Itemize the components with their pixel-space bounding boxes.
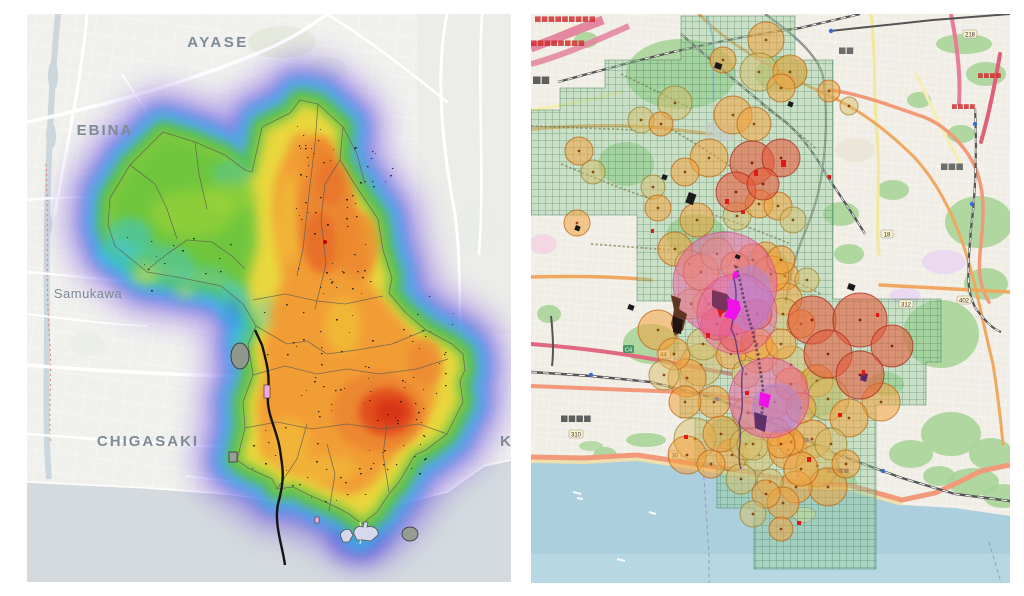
svg-text:312: 312 bbox=[901, 303, 912, 309]
svg-text:Samukawa: Samukawa bbox=[54, 286, 123, 301]
svg-text:C4: C4 bbox=[625, 348, 632, 354]
svg-text:218: 218 bbox=[965, 33, 976, 39]
svg-text:310: 310 bbox=[571, 433, 582, 439]
svg-text:CHIGASAKI: CHIGASAKI bbox=[97, 433, 199, 450]
svg-text:AYASE: AYASE bbox=[187, 34, 248, 51]
svg-text:18: 18 bbox=[884, 233, 891, 239]
svg-text:EBINA: EBINA bbox=[77, 122, 134, 139]
svg-text:402: 402 bbox=[959, 299, 970, 305]
svg-text:KA: KA bbox=[500, 433, 511, 450]
